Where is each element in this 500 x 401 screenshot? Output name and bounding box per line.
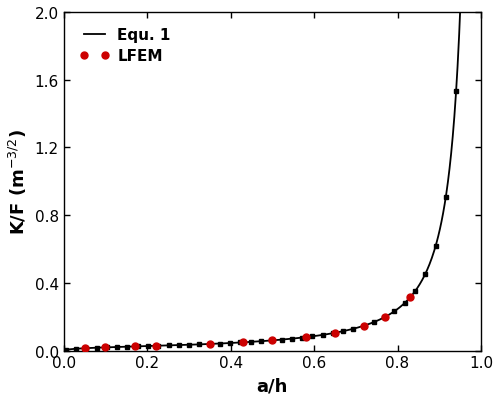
LFEM (361, 323, 367, 328)
Equ. 1 (256, 339, 262, 344)
LFEM (407, 295, 413, 300)
Equ. 1 (454, 79, 460, 84)
LFEM (240, 340, 246, 345)
LFEM (332, 330, 338, 335)
Line: LFEM: LFEM (81, 294, 413, 352)
LFEM (132, 344, 138, 349)
LFEM (152, 344, 158, 348)
Line: Equ. 1: Equ. 1 (66, 0, 466, 350)
Equ. 1 (63, 348, 69, 352)
Y-axis label: K/F (m$^{-3/2}$): K/F (m$^{-3/2}$) (7, 129, 29, 235)
LFEM (102, 345, 108, 350)
Equ. 1 (301, 335, 307, 340)
Equ. 1 (253, 339, 259, 344)
X-axis label: a/h: a/h (256, 376, 288, 394)
LFEM (302, 335, 308, 340)
LFEM (382, 315, 388, 320)
LFEM (207, 342, 213, 346)
LFEM (270, 338, 276, 343)
Equ. 1 (391, 309, 397, 314)
LFEM (82, 346, 87, 351)
Legend: Equ. 1, LFEM: Equ. 1, LFEM (72, 20, 178, 72)
Equ. 1 (280, 337, 285, 342)
